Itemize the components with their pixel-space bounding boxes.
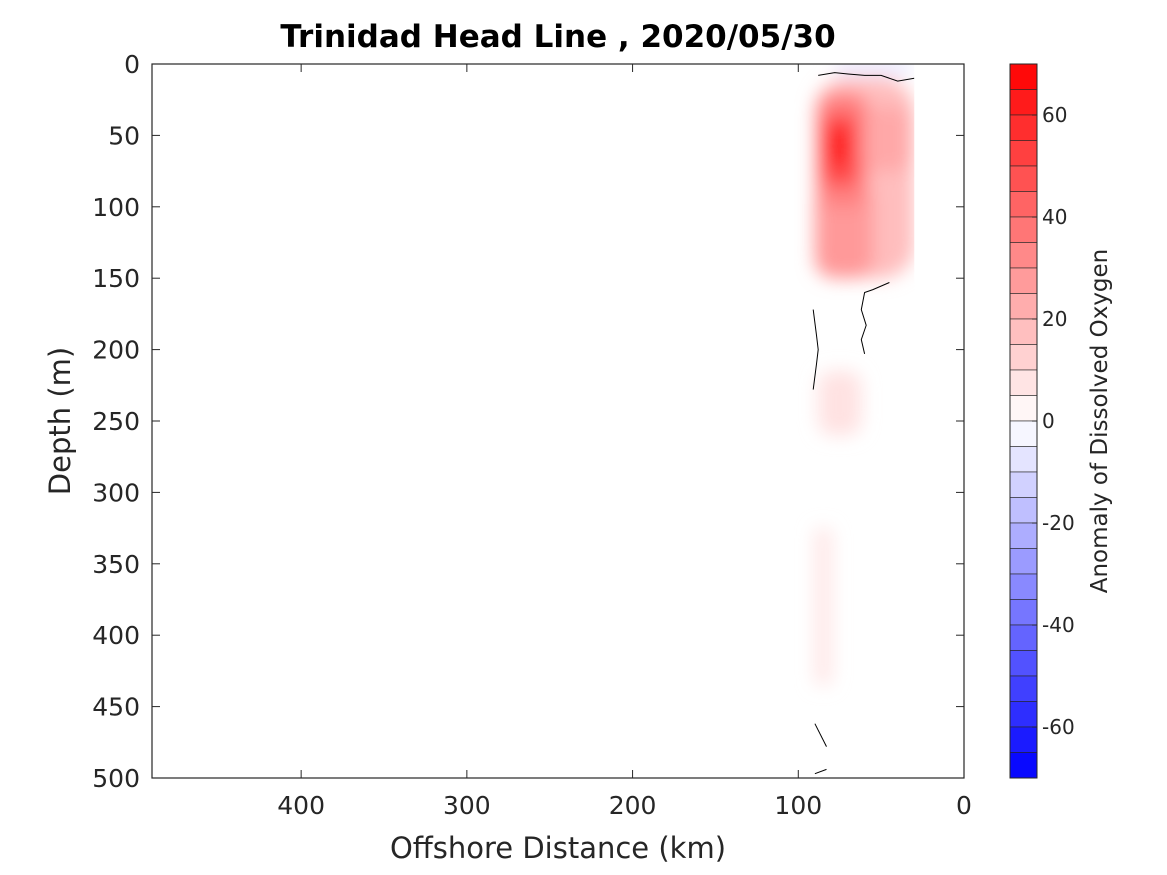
colorbar-level: [1009, 114, 1038, 141]
anomaly-blob-7: [818, 371, 862, 436]
y-axis-label: Depth (m): [43, 347, 77, 495]
anomaly-blob-1: [814, 185, 873, 279]
colorbar-level: [1009, 140, 1038, 167]
y-tick-label: 50: [108, 121, 140, 150]
zero-contours: [812, 72, 915, 775]
colorbar-level: [1009, 497, 1038, 524]
colorbar-level: [1009, 216, 1038, 243]
y-tick-label: 250: [92, 407, 140, 436]
colorbar-tick-label: 0: [1042, 409, 1055, 433]
colorbar-level: [1009, 165, 1038, 192]
no-data-gap: [914, 64, 964, 778]
anomaly-blob-6: [834, 64, 911, 73]
colorbar-level: [1009, 267, 1038, 294]
y-axis: 0 50 100 150 200 250 300 350 400 450 500: [92, 50, 964, 793]
colorbar-level: [1009, 548, 1038, 575]
y-tick-label: 300: [92, 478, 140, 507]
anomaly-blob-8: [814, 528, 832, 686]
colorbar-tick-label: 60: [1042, 103, 1067, 127]
colorbar-level: [1009, 701, 1038, 728]
colorbar-level: [1009, 752, 1038, 779]
colorbar-level: [1009, 63, 1038, 90]
colorbar-level: [1009, 191, 1038, 218]
colorbar-level: [1009, 599, 1038, 626]
colorbar-level: [1009, 89, 1038, 116]
colorbar-level: [1009, 650, 1038, 677]
zero-contour-3: [814, 723, 827, 747]
x-axis: 400 300 200 100 0: [277, 64, 972, 820]
zero-contour-4: [814, 768, 827, 775]
data-layer: [152, 64, 964, 778]
zero-contour-1: [812, 309, 819, 390]
x-tick-label: 100: [774, 791, 822, 820]
colorbar-tick-label: -40: [1042, 613, 1075, 637]
y-tick-label: 450: [92, 693, 140, 722]
y-tick-label: 150: [92, 264, 140, 293]
colorbar-level: [1009, 395, 1038, 422]
colorbar-level: [1009, 293, 1038, 320]
colorbar-level: [1009, 726, 1038, 753]
colorbar-ticks: 60 40 20 0 -20 -40 -60: [1032, 103, 1075, 739]
colorbar-tick-label: 40: [1042, 205, 1067, 229]
colorbar-level: [1009, 446, 1038, 473]
colorbar-level: [1009, 344, 1038, 371]
colorbar-level: [1009, 573, 1038, 600]
y-tick-label: 200: [92, 336, 140, 365]
colorbar-level: [1009, 675, 1038, 702]
anomaly-blob-5: [864, 106, 911, 172]
anomaly-field: [814, 64, 915, 686]
chart-title: Trinidad Head Line , 2020/05/30: [280, 19, 835, 55]
zero-contour-2: [860, 282, 890, 355]
colorbar-level: [1009, 522, 1038, 549]
colorbar-level: [1009, 624, 1038, 651]
colorbar-tick-label: -60: [1042, 715, 1075, 739]
x-axis-label: Offshore Distance (km): [390, 831, 726, 865]
y-tick-label: 500: [92, 764, 140, 793]
x-tick-label: 300: [443, 791, 491, 820]
anomaly-blob-4: [828, 128, 848, 164]
y-tick-label: 0: [124, 50, 140, 79]
colorbar: [1009, 63, 1038, 779]
colorbar-tick-label: -20: [1042, 511, 1075, 535]
y-tick-label: 100: [92, 193, 140, 222]
colorbar-level: [1009, 318, 1038, 345]
colorbar-level: [1009, 242, 1038, 269]
colorbar-level: [1009, 471, 1038, 498]
y-tick-label: 350: [92, 550, 140, 579]
x-tick-label: 400: [277, 791, 325, 820]
colorbar-tick-label: 20: [1042, 307, 1067, 331]
y-tick-label: 400: [92, 621, 140, 650]
colorbar-label: Anomaly of Dissolved Oxygen: [1087, 249, 1113, 594]
x-tick-label: 0: [956, 791, 972, 820]
colorbar-level: [1009, 369, 1038, 396]
x-tick-label: 200: [609, 791, 657, 820]
zero-contour-0: [818, 72, 915, 82]
colorbar-level: [1009, 420, 1038, 447]
